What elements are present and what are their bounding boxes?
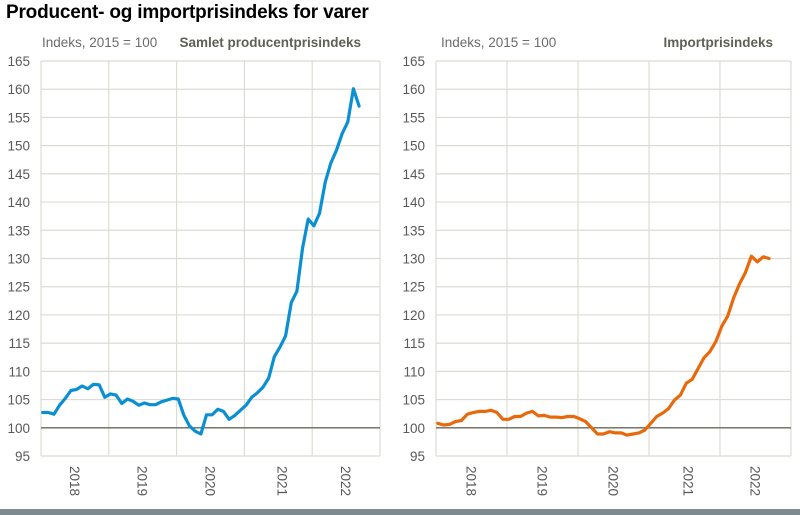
y-tick-label: 95 [410,449,425,464]
y-tick-label: 105 [7,393,30,408]
y-tick-label: 120 [402,308,425,323]
y-tick-label: 155 [7,110,30,125]
x-tick-label: 2021 [681,466,696,496]
chart-subtitle: Samlet producentprisindeks [179,35,361,50]
y-tick-label: 155 [402,110,425,125]
x-tick-label: 2018 [67,466,82,496]
x-tick-label: 2022 [338,466,353,496]
x-tick-label: 2020 [203,466,218,496]
y-tick-label: 125 [402,280,425,295]
y-tick-label: 95 [15,449,30,464]
y-axis-unit-label: Indeks, 2015 = 100 [42,35,157,50]
x-tick-label: 2022 [748,466,763,496]
y-tick-label: 130 [402,252,425,267]
y-tick-label: 115 [8,336,30,351]
y-tick-label: 150 [7,139,30,154]
y-tick-label: 125 [7,280,30,295]
y-tick-label: 160 [7,82,30,97]
y-tick-label: 165 [402,54,425,69]
y-tick-label: 110 [8,364,30,379]
x-tick-label: 2020 [606,466,621,496]
y-axis-unit-label: Indeks, 2015 = 100 [441,35,556,50]
chart-panel-1: 95 100 105 110 115 120 125 130 135 140 145 150 155 16… [7,35,381,496]
y-tick-label: 130 [7,252,30,267]
x-tick-label: 2021 [274,466,289,496]
y-tick-label: 135 [402,223,425,238]
y-tick-label: 140 [7,195,30,210]
y-tick-label: 145 [402,167,425,182]
chart-subtitle: Importprisindeks [663,35,773,50]
y-tick-label: 160 [402,82,425,97]
chart-panel-2: 95 100 105 110 115 120 125 130 135 140 145 150 155 16… [402,35,792,496]
x-tick-label: 2018 [464,466,479,496]
y-tick-label: 115 [403,336,425,351]
y-tick-label: 100 [7,421,30,436]
y-tick-label: 105 [402,393,425,408]
y-tick-label: 165 [7,54,30,69]
y-tick-label: 120 [7,308,30,323]
x-tick-label: 2019 [135,466,150,496]
y-tick-label: 145 [7,167,30,182]
page-title: Producent- og importprisindeks for varer [6,2,369,23]
y-tick-label: 140 [402,195,425,210]
y-tick-label: 150 [402,139,425,154]
y-tick-label: 100 [402,421,425,436]
x-tick-label: 2019 [535,466,550,496]
bottom-bar [0,509,800,515]
y-tick-label: 135 [7,223,30,238]
y-tick-label: 110 [403,364,425,379]
